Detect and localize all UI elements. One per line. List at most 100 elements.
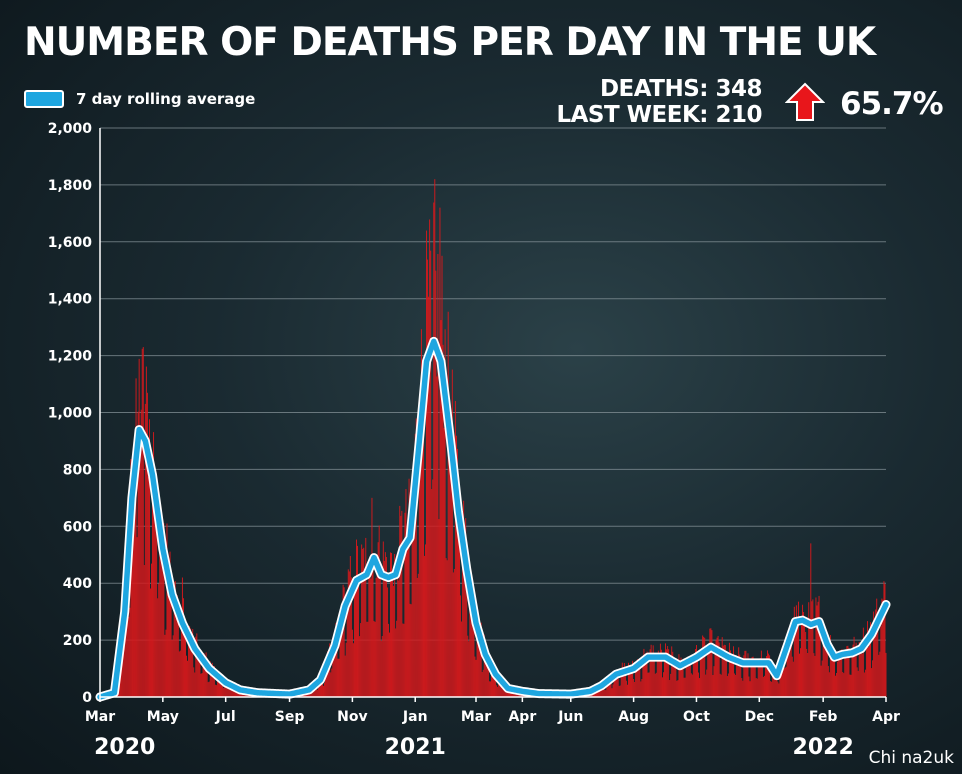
daily-bar bbox=[433, 202, 435, 697]
daily-bar bbox=[658, 654, 660, 697]
daily-bar bbox=[416, 577, 418, 697]
daily-bar bbox=[342, 584, 344, 697]
daily-bar bbox=[711, 630, 713, 697]
daily-bar bbox=[776, 677, 778, 697]
daily-bar bbox=[708, 643, 710, 697]
daily-bar bbox=[701, 648, 703, 697]
daily-bar bbox=[635, 661, 637, 697]
y-axis: 0 200 400 600 800 1,000 1,200 1,400 1,600 1,800 2,… bbox=[48, 121, 101, 706]
daily-bar bbox=[811, 601, 813, 697]
daily-bar bbox=[368, 573, 370, 697]
daily-bar bbox=[135, 378, 137, 697]
last-week-stat: LAST WEEK: 210 bbox=[556, 102, 762, 128]
daily-bar bbox=[700, 653, 702, 697]
daily-bar bbox=[394, 553, 396, 697]
daily-bar bbox=[633, 679, 635, 697]
daily-bar bbox=[498, 672, 500, 697]
daily-bar bbox=[184, 630, 185, 697]
y-tick-label: 1,400 bbox=[48, 292, 93, 308]
change-percent: 65.7% bbox=[840, 86, 944, 122]
daily-bar bbox=[760, 650, 762, 697]
daily-bar bbox=[872, 660, 874, 697]
daily-bar bbox=[170, 577, 172, 697]
daily-bar bbox=[670, 673, 672, 697]
daily-bar bbox=[676, 680, 678, 697]
daily-bar bbox=[196, 633, 198, 697]
daily-bar bbox=[345, 642, 347, 697]
daily-bar bbox=[693, 661, 695, 697]
daily-bar bbox=[482, 669, 484, 697]
daily-bar bbox=[406, 531, 408, 697]
daily-bar bbox=[442, 344, 444, 697]
daily-bar bbox=[794, 617, 796, 697]
daily-bar bbox=[791, 656, 793, 697]
deaths-stat: DEATHS: 348 bbox=[599, 76, 763, 102]
daily-bar bbox=[191, 638, 193, 697]
daily-bar bbox=[709, 628, 711, 697]
daily-bar bbox=[336, 636, 338, 697]
daily-bar bbox=[423, 386, 424, 697]
y-tick-label: 800 bbox=[63, 462, 92, 478]
daily-bar bbox=[832, 652, 834, 697]
daily-bar bbox=[869, 635, 870, 697]
daily-bar bbox=[766, 655, 767, 697]
daily-bar bbox=[686, 658, 688, 697]
daily-bar bbox=[742, 680, 744, 697]
daily-bar bbox=[349, 556, 351, 697]
daily-bar bbox=[691, 674, 693, 697]
daily-bar bbox=[338, 658, 340, 697]
daily-bar bbox=[622, 667, 624, 697]
x-tick-label: Jul bbox=[215, 709, 236, 725]
daily-bar bbox=[816, 605, 818, 697]
daily-bar bbox=[782, 646, 784, 697]
daily-bar bbox=[793, 606, 795, 697]
daily-bar bbox=[425, 544, 426, 697]
daily-bar bbox=[417, 573, 419, 697]
daily-bar bbox=[458, 501, 459, 697]
daily-bar bbox=[147, 477, 149, 697]
daily-bar bbox=[476, 633, 478, 697]
daily-bar bbox=[851, 652, 853, 697]
daily-bar bbox=[460, 595, 462, 697]
daily-bar bbox=[139, 438, 141, 697]
daily-bar bbox=[877, 628, 879, 697]
daily-bar bbox=[660, 649, 662, 697]
daily-bar bbox=[857, 670, 859, 697]
legend-swatch bbox=[24, 90, 64, 108]
year-label: 2020 bbox=[94, 735, 155, 760]
daily-bar bbox=[487, 657, 489, 697]
daily-bar bbox=[796, 621, 798, 697]
daily-bar bbox=[669, 680, 671, 697]
daily-bar bbox=[745, 650, 747, 697]
daily-bar bbox=[712, 675, 714, 697]
daily-bar bbox=[451, 369, 453, 697]
daily-bar bbox=[704, 637, 706, 697]
daily-bar bbox=[725, 657, 727, 697]
daily-bar bbox=[874, 631, 876, 697]
daily-bar bbox=[168, 582, 170, 697]
year-label: 2021 bbox=[385, 735, 446, 760]
daily-bar bbox=[362, 548, 364, 697]
daily-bar bbox=[781, 655, 783, 697]
daily-bar bbox=[602, 686, 604, 697]
daily-bar bbox=[164, 634, 166, 697]
daily-bar bbox=[194, 672, 196, 697]
daily-bar bbox=[639, 658, 641, 697]
daily-bar bbox=[166, 523, 168, 697]
daily-bar bbox=[683, 677, 685, 697]
daily-bar bbox=[735, 674, 737, 697]
daily-bar bbox=[454, 401, 456, 697]
daily-bar bbox=[162, 560, 164, 697]
daily-bar bbox=[497, 686, 499, 697]
daily-bar bbox=[383, 560, 385, 697]
daily-bar bbox=[504, 690, 506, 697]
daily-bar bbox=[163, 523, 165, 697]
daily-bar bbox=[771, 681, 773, 697]
daily-bar bbox=[137, 411, 139, 697]
daily-bar bbox=[603, 683, 605, 697]
daily-bar bbox=[618, 685, 620, 697]
y-tick-label: 2,000 bbox=[48, 121, 93, 137]
daily-bar bbox=[475, 659, 477, 697]
daily-bar bbox=[822, 625, 824, 697]
daily-bar bbox=[598, 691, 600, 697]
